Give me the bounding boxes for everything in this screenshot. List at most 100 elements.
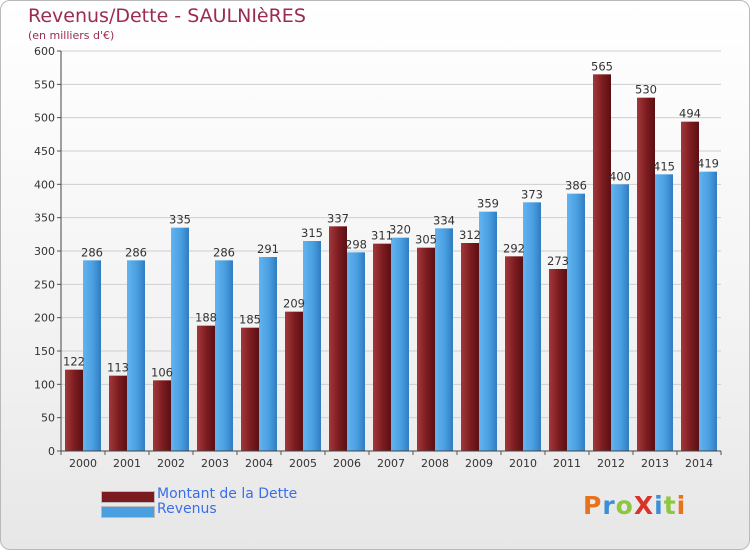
x-tick-label: 2000	[69, 457, 97, 470]
x-tick-label: 2001	[113, 457, 141, 470]
bar-revenus	[479, 211, 497, 451]
data-label-revenus: 400	[609, 169, 631, 183]
data-label-revenus: 334	[433, 213, 455, 227]
x-tick-label: 2013	[641, 457, 669, 470]
data-label-dette: 273	[547, 254, 569, 268]
y-tick-label: 200	[34, 312, 55, 325]
y-tick-label: 600	[34, 45, 55, 58]
bar-dette	[637, 97, 655, 452]
data-label-dette: 312	[459, 228, 481, 242]
bar-dette	[241, 327, 259, 451]
data-label-revenus: 359	[477, 197, 499, 211]
data-label-revenus: 315	[301, 226, 323, 240]
data-label-revenus: 419	[697, 157, 719, 171]
data-label-revenus: 286	[213, 245, 235, 259]
x-tick-label: 2008	[421, 457, 449, 470]
bar-revenus	[303, 241, 321, 451]
bar-dette	[153, 380, 171, 451]
bar-revenus	[655, 174, 673, 452]
y-tick-label: 400	[34, 178, 55, 191]
y-tick-label: 550	[34, 78, 55, 91]
bar-dette	[461, 243, 479, 451]
data-label-dette: 113	[107, 361, 129, 375]
bar-dette	[549, 269, 567, 451]
data-label-dette: 188	[195, 311, 217, 325]
data-label-dette: 106	[151, 365, 173, 379]
logo-letter: t	[663, 491, 677, 520]
x-tick-label: 2010	[509, 457, 537, 470]
x-tick-label: 2014	[685, 457, 713, 470]
x-tick-label: 2009	[465, 457, 493, 470]
bar-dette	[197, 325, 215, 451]
data-label-revenus: 320	[389, 223, 411, 237]
logo-letter: i	[654, 491, 664, 520]
x-tick-label: 2004	[245, 457, 273, 470]
legend-swatch-revenus	[101, 506, 155, 518]
logo-letter: P	[583, 491, 603, 520]
data-label-dette: 337	[327, 211, 349, 225]
data-label-revenus: 286	[125, 245, 147, 259]
data-label-dette: 185	[239, 313, 261, 327]
bar-dette	[417, 247, 435, 451]
legend-label-revenus: Revenus	[157, 501, 217, 517]
logo-letter: r	[602, 491, 616, 520]
bar-revenus	[435, 228, 453, 451]
bar-dette	[65, 369, 83, 451]
data-label-revenus: 291	[257, 242, 279, 256]
data-label-revenus: 415	[653, 159, 675, 173]
y-tick-label: 100	[34, 378, 55, 391]
data-label-dette: 530	[635, 83, 657, 97]
data-label-dette: 311	[371, 229, 393, 243]
proxiti-logo: ProXiti	[583, 491, 686, 520]
chart-subtitle: (en milliers d'€)	[28, 29, 115, 42]
y-tick-label: 250	[34, 278, 55, 291]
bar-revenus	[699, 171, 717, 451]
x-tick-label: 2002	[157, 457, 185, 470]
bar-dette	[285, 311, 303, 451]
bar-revenus	[523, 202, 541, 451]
y-tick-label: 150	[34, 345, 55, 358]
x-tick-label: 2011	[553, 457, 581, 470]
bar-revenus	[83, 260, 101, 451]
bar-revenus	[347, 252, 365, 451]
bar-dette	[593, 74, 611, 451]
data-label-revenus: 298	[345, 237, 367, 251]
logo-letter: i	[676, 491, 687, 520]
bar-revenus	[611, 184, 629, 452]
data-label-revenus: 373	[521, 187, 543, 201]
data-label-revenus: 335	[169, 213, 191, 227]
y-tick-label: 50	[41, 412, 55, 425]
x-tick-label: 2012	[597, 457, 625, 470]
bar-dette	[109, 375, 127, 451]
y-tick-label: 350	[34, 212, 55, 225]
data-label-revenus: 286	[81, 245, 103, 259]
x-tick-label: 2003	[201, 457, 229, 470]
logo-letter: o	[615, 491, 634, 520]
bar-dette	[329, 226, 347, 451]
bar-dette	[681, 121, 699, 452]
data-label-dette: 122	[63, 355, 85, 369]
x-tick-label: 2007	[377, 457, 405, 470]
data-label-dette: 292	[503, 241, 525, 255]
legend-swatch-dette	[101, 491, 155, 503]
y-tick-label: 500	[34, 112, 55, 125]
bar-dette	[505, 256, 523, 451]
bar-revenus	[171, 227, 189, 451]
chart-title: Revenus/Dette - SAULNIèRES	[28, 5, 306, 27]
y-tick-label: 300	[34, 245, 55, 258]
bar-dette	[373, 243, 391, 451]
data-label-dette: 494	[679, 107, 701, 121]
bar-revenus	[215, 260, 233, 451]
bar-revenus	[391, 237, 409, 451]
bar-revenus	[259, 257, 277, 451]
logo-letter: X	[633, 491, 655, 520]
y-tick-label: 450	[34, 145, 55, 158]
y-tick-label: 0	[48, 445, 55, 458]
data-label-revenus: 386	[565, 179, 587, 193]
bar-revenus	[567, 193, 585, 451]
legend-label-dette: Montant de la Dette	[157, 486, 298, 502]
data-label-dette: 305	[415, 233, 437, 247]
x-tick-label: 2006	[333, 457, 361, 470]
